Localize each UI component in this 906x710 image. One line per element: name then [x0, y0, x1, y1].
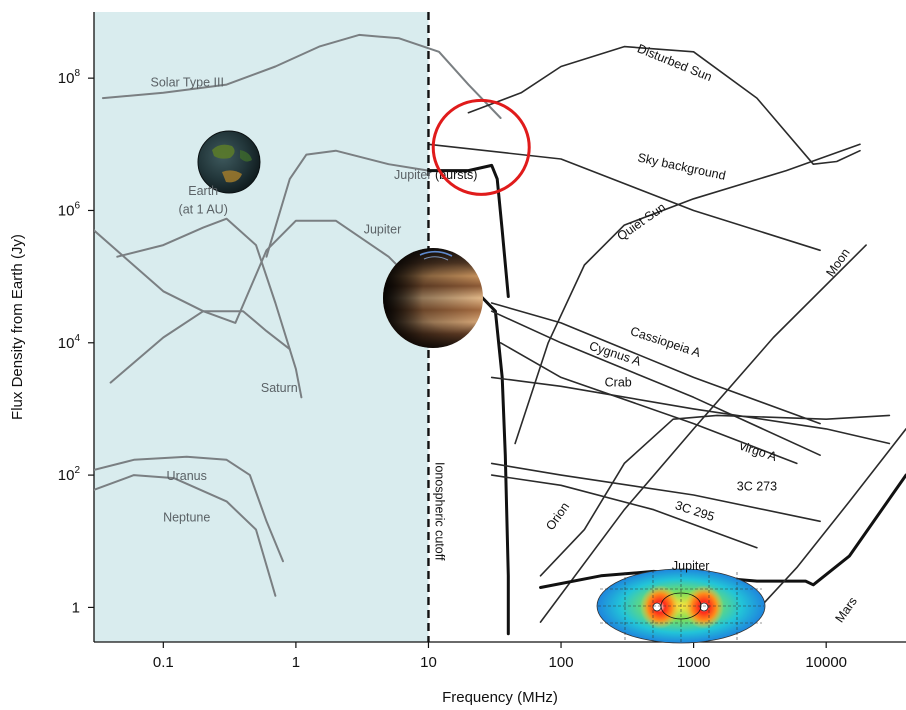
sky-background-label: Sky background — [636, 151, 727, 183]
saturn-curve — [109, 310, 291, 384]
orion-label: Orion — [543, 500, 572, 533]
x-axis-title: Frequency (MHz) — [442, 689, 558, 706]
crab-label: Crab — [605, 375, 632, 389]
quiet-sun-curve — [514, 143, 861, 445]
y-axis-title: Flux Density from Earth (Jy) — [9, 234, 26, 420]
earth-at-1-au-curve — [116, 217, 303, 399]
at-1-au-label: (at 1 AU) — [179, 203, 228, 217]
jupiter-curve — [539, 473, 906, 589]
y-tick-label: 104 — [58, 333, 81, 352]
uranus-label: Uranus — [167, 469, 207, 483]
mars-curve — [745, 428, 906, 623]
virgo-a-label: virgo A — [738, 439, 779, 464]
neptune-label: Neptune — [163, 510, 210, 524]
jupiter-image — [383, 248, 483, 348]
quiet-sun-label: Quiet Sun — [615, 200, 669, 243]
moon-curve — [539, 244, 867, 623]
x-tick-label: 10 — [420, 654, 437, 671]
x-tick-label: 1 — [292, 654, 300, 671]
uranus-curve — [94, 455, 284, 563]
sky-background-curve — [427, 143, 821, 252]
x-tick-label: 1000 — [677, 654, 710, 671]
orion-curve — [539, 414, 891, 577]
solar-type-iii-label: Solar Type III — [151, 75, 224, 89]
x-tick-label: 10000 — [805, 654, 847, 671]
disturbed-sun-label: Disturbed Sun — [635, 41, 714, 84]
solar-type-iii-curve — [101, 33, 502, 119]
x-tick-label: 0.1 — [153, 654, 174, 671]
jupiter-map-image — [596, 568, 766, 644]
3c-273-label: 3C 273 — [737, 480, 777, 494]
neptune-curve — [94, 474, 277, 597]
disturbed-sun-curve — [467, 45, 861, 165]
virgo-a-curve — [499, 342, 798, 465]
jupiter-label: Jupiter — [364, 222, 402, 236]
crab-curve — [490, 376, 891, 445]
y-tick-label: 1 — [72, 599, 80, 616]
y-tick-label: 102 — [58, 465, 81, 484]
x-tick-label: 100 — [549, 654, 574, 671]
jupiter-bursts-curve — [427, 163, 510, 298]
saturn-label: Saturn — [261, 381, 298, 395]
y-tick-label: 106 — [58, 200, 81, 219]
cassiopeia-a-curve — [490, 302, 821, 425]
jupiter-label: Jupiter — [672, 559, 710, 573]
3c-273-curve — [490, 462, 821, 523]
ionospheric-cutoff-label: Ionospheric cutoff — [432, 462, 446, 561]
cygnus-a-curve — [490, 310, 821, 456]
jupiter-bursts-label: Jupiter (bursts) — [394, 168, 477, 182]
earth-label: Earth — [188, 184, 218, 198]
earth-image — [197, 130, 261, 194]
highlight-circle — [431, 98, 531, 196]
axis-ticks: 0.1 1 10 100 1000 10000 1 102 104 106 108 — [58, 68, 847, 671]
3c-295-curve — [490, 474, 758, 549]
y-tick-label: 108 — [58, 68, 81, 87]
mars-label: Mars — [833, 594, 860, 625]
